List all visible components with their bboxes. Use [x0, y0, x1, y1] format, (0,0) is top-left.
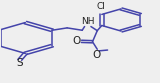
Text: NH: NH: [81, 17, 94, 26]
Text: S: S: [16, 58, 23, 68]
Text: O: O: [92, 50, 101, 60]
Text: O: O: [72, 36, 80, 46]
Text: Cl: Cl: [97, 2, 105, 11]
